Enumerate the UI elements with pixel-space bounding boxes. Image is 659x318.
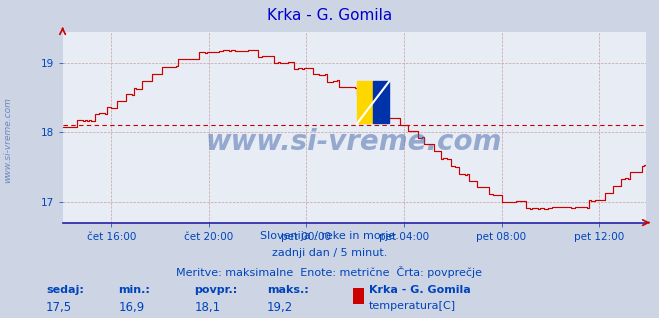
- Text: 18,1: 18,1: [194, 301, 221, 314]
- Text: zadnji dan / 5 minut.: zadnji dan / 5 minut.: [272, 248, 387, 258]
- Text: maks.:: maks.:: [267, 285, 308, 294]
- Text: www.si-vreme.com: www.si-vreme.com: [206, 128, 502, 156]
- Text: Slovenija / reke in morje.: Slovenija / reke in morje.: [260, 231, 399, 240]
- Text: 19,2: 19,2: [267, 301, 293, 314]
- Text: sedaj:: sedaj:: [46, 285, 84, 294]
- Bar: [357, 81, 373, 123]
- Text: min.:: min.:: [119, 285, 150, 294]
- Bar: [373, 81, 389, 123]
- Text: povpr.:: povpr.:: [194, 285, 238, 294]
- Text: Krka - G. Gomila: Krka - G. Gomila: [369, 285, 471, 294]
- Text: 17,5: 17,5: [46, 301, 72, 314]
- Text: www.si-vreme.com: www.si-vreme.com: [3, 97, 13, 183]
- Text: Krka - G. Gomila: Krka - G. Gomila: [267, 8, 392, 23]
- Text: Meritve: maksimalne  Enote: metrične  Črta: povprečje: Meritve: maksimalne Enote: metrične Črta…: [177, 266, 482, 278]
- Text: temperatura[C]: temperatura[C]: [369, 301, 456, 310]
- Text: 16,9: 16,9: [119, 301, 145, 314]
